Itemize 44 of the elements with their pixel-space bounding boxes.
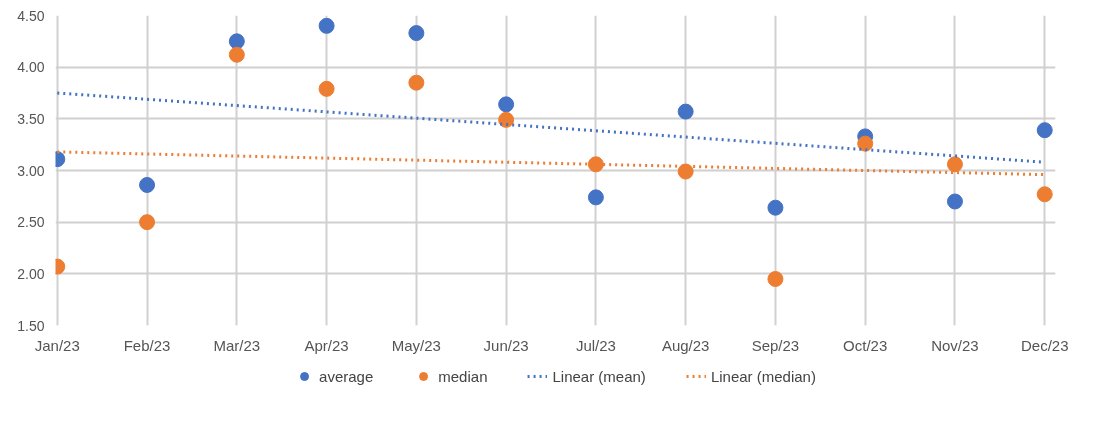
x-tick-label: Jan/23 <box>34 336 80 354</box>
point <box>498 111 515 128</box>
point <box>946 193 963 210</box>
y-tick-label: 3.50 <box>17 110 45 127</box>
point <box>587 156 604 173</box>
x-tick-label: Jul/23 <box>575 336 616 354</box>
point <box>139 214 156 231</box>
point <box>767 271 784 287</box>
y-tick-label: 2.50 <box>17 214 45 231</box>
point <box>946 156 963 173</box>
point <box>587 189 604 206</box>
point <box>1036 122 1053 139</box>
x-tick-label: Jun/23 <box>483 336 529 354</box>
point <box>139 176 156 193</box>
point <box>498 96 515 113</box>
x-tick-label: Aug/23 <box>661 336 710 354</box>
point <box>1036 186 1053 203</box>
point <box>677 103 694 120</box>
y-tick-label: 1.50 <box>17 317 45 334</box>
point <box>677 163 694 180</box>
legend-label: average <box>319 367 374 385</box>
x-tick-label: Apr/23 <box>304 336 349 354</box>
point <box>408 74 425 91</box>
point <box>767 199 784 216</box>
legend-label: median <box>438 367 488 385</box>
x-tick-label: Dec/23 <box>1020 336 1069 354</box>
point <box>318 80 335 97</box>
x-tick-label: Feb/23 <box>123 336 171 354</box>
legend-label: Linear (mean) <box>552 367 646 385</box>
legend-label: Linear (median) <box>710 367 816 385</box>
x-tick-label: Mar/23 <box>213 336 261 354</box>
point <box>318 17 335 34</box>
point <box>408 25 425 42</box>
y-tick-label: 3.00 <box>17 162 45 179</box>
x-tick-label: Oct/23 <box>843 336 888 354</box>
point <box>857 135 874 152</box>
point <box>228 33 245 50</box>
point <box>228 46 245 63</box>
x-tick-label: May/23 <box>391 336 441 354</box>
y-tick-label: 4.00 <box>17 59 45 76</box>
y-tick-label: 4.50 <box>17 7 45 24</box>
y-tick-label: 2.00 <box>17 265 45 282</box>
x-tick-label: Nov/23 <box>931 336 979 354</box>
x-tick-label: Sep/23 <box>751 336 800 354</box>
